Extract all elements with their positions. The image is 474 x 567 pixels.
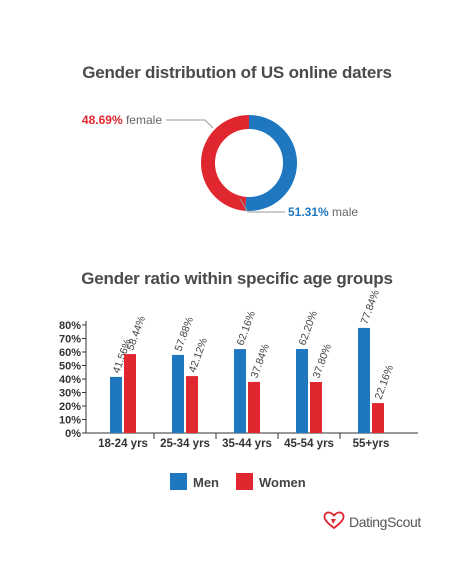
brand-logo: DatingScout [322, 510, 421, 533]
bar-label-men-3: 62.20% [297, 309, 320, 347]
x-tick-label: 25-34 yrs [160, 438, 210, 450]
donut-slice-female [201, 115, 250, 211]
bar-women-1 [186, 376, 198, 433]
male-text: male [332, 205, 358, 219]
x-tick-label: 18-24 yrs [98, 438, 148, 450]
female-leader-line [166, 119, 214, 129]
y-tick-label: 80% [59, 320, 81, 332]
legend-swatch-women [236, 473, 253, 490]
male-leader-line [239, 198, 285, 213]
bar-label-women-0: 58.44% [125, 315, 148, 353]
y-tick-label: 30% [59, 388, 81, 400]
bar-label-men-2: 62.16% [235, 310, 258, 348]
bar-women-4 [372, 403, 384, 433]
x-tick-label: 45-54 yrs [284, 438, 334, 450]
y-tick-label: 0% [65, 428, 81, 440]
bar-men-1 [172, 354, 184, 433]
bar-label-men-4: 77.84% [359, 288, 382, 326]
female-text: female [126, 113, 162, 127]
y-tick-label: 40% [59, 374, 81, 386]
bar-men-3 [296, 349, 308, 433]
donut-chart-title: Gender distribution of US online daters [82, 63, 392, 82]
female-value: 48.69% [82, 113, 126, 127]
bar-men-2 [234, 349, 246, 433]
y-tick-label: 50% [59, 361, 81, 373]
x-tick-label: 35-44 yrs [222, 438, 272, 450]
legend-label-women: Women [259, 475, 306, 490]
bar-label-women-3: 37.80% [311, 342, 334, 380]
bar-women-3 [310, 382, 322, 433]
bar-label-women-4: 22.16% [373, 364, 396, 402]
male-label: 51.31% male [288, 205, 358, 219]
legend-label-men: Men [193, 475, 219, 490]
female-label: 48.69% female [82, 113, 162, 127]
bar-label-women-2: 37.84% [249, 342, 272, 380]
bar-women-0 [124, 354, 136, 433]
male-value: 51.31% [288, 205, 332, 219]
bar-label-women-1: 42.12% [187, 337, 210, 375]
y-tick-label: 20% [59, 401, 81, 413]
bar-men-0 [110, 376, 122, 433]
bar-chart-title: Gender ratio within specific age groups [81, 269, 393, 288]
y-tick-label: 70% [59, 334, 81, 346]
legend-swatch-men [170, 473, 187, 490]
x-tick-label: 55+yrs [353, 438, 390, 450]
bar-women-2 [248, 381, 260, 433]
bar-label-men-1: 57.88% [173, 315, 196, 353]
y-tick-label: 10% [59, 415, 81, 427]
bar-men-4 [358, 327, 370, 433]
brand-name: DatingScout [349, 513, 421, 530]
heart-logo-icon [322, 510, 346, 533]
donut-slice-male [245, 115, 297, 211]
y-tick-label: 60% [59, 347, 81, 359]
